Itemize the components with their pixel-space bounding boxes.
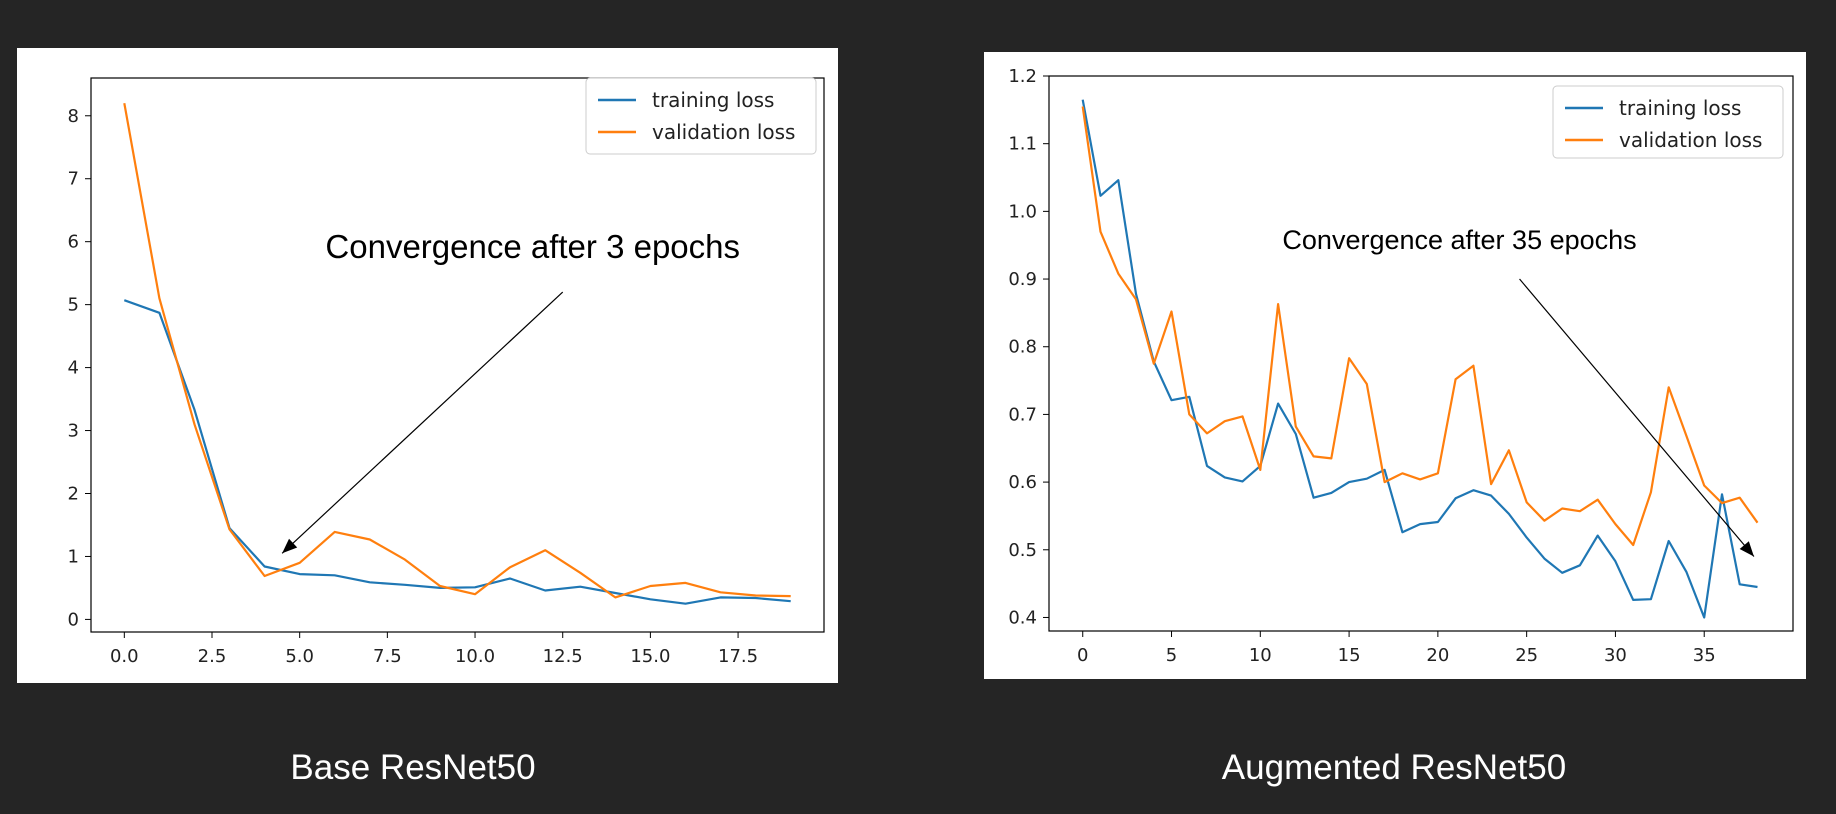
training-loss-line [123, 299, 791, 605]
annotation-text: Convergence after 3 epochs [325, 228, 740, 265]
y-tick-label: 0.9 [1008, 269, 1037, 290]
axes-frame [1048, 75, 1794, 632]
validation-loss-line [123, 103, 791, 599]
annotation-text: Convergence after 35 epochs [1282, 225, 1636, 255]
x-tick-label: 2.5 [198, 646, 227, 667]
y-tick-label: 0.4 [1008, 607, 1037, 628]
legend-box [1552, 85, 1784, 159]
base-resnet50-chart: 0.0 2.5 5.0 7.5 10.0 12.5 15.0 17.5 0 1 2 3 4 5 6 7 8 tra… [68, 77, 825, 667]
augmented-chart-panel: 0 5 10 15 20 25 30 35 0.4 0.5 0.6 0.7 0.8 0.9 1.0 1.1 1.… [984, 52, 1806, 679]
axes-frame [90, 77, 825, 633]
y-tick-label: 5 [68, 295, 79, 316]
x-tick-label: 5 [1166, 645, 1177, 666]
x-tick-label: 17.5 [718, 646, 758, 667]
legend-training-label: training loss [1619, 96, 1741, 120]
legend-box [585, 77, 817, 155]
y-tick-label: 0.5 [1008, 540, 1037, 561]
y-tick-label: 2 [68, 484, 79, 505]
x-tick-label: 10 [1249, 645, 1272, 666]
legend-training-label: training loss [652, 88, 774, 112]
x-tick-label: 15.0 [630, 646, 670, 667]
x-tick-label: 7.5 [373, 646, 402, 667]
x-tick-label: 0 [1077, 645, 1088, 666]
validation-loss-line [1081, 106, 1759, 547]
x-tick-label: 20 [1426, 645, 1449, 666]
x-tick-label: 5.0 [285, 646, 314, 667]
y-tick-label: 1.0 [1008, 201, 1037, 222]
x-tick-label: 35 [1693, 645, 1716, 666]
legend-validation-label: validation loss [1619, 128, 1762, 152]
x-tick-label: 0.0 [110, 646, 139, 667]
annotation-arrow-line [1519, 278, 1755, 557]
training-loss-line [1081, 99, 1758, 619]
y-tick-label: 0 [68, 609, 79, 630]
x-tick-label: 10.0 [455, 646, 495, 667]
x-tick-label: 25 [1515, 645, 1538, 666]
y-tick-label: 0.6 [1008, 472, 1037, 493]
annotation-arrowhead [282, 538, 298, 554]
x-tick-label: 12.5 [543, 646, 583, 667]
y-tick-label: 4 [68, 358, 79, 379]
y-tick-label: 1.2 [1008, 66, 1037, 87]
annotation-arrowhead [1739, 541, 1754, 557]
y-tick-label: 1 [68, 546, 79, 567]
augmented-resnet50-chart: 0 5 10 15 20 25 30 35 0.4 0.5 0.6 0.7 0.8 0.9 1.0 1.1 1.… [1008, 66, 1794, 666]
y-tick-label: 1.1 [1008, 134, 1037, 155]
y-tick-label: 6 [68, 232, 79, 253]
y-tick-label: 0.7 [1008, 404, 1037, 425]
y-tick-label: 8 [68, 106, 79, 127]
x-tick-label: 30 [1604, 645, 1627, 666]
y-tick-label: 3 [68, 421, 79, 442]
augmented-resnet50-caption: Augmented ResNet50 [1221, 748, 1567, 787]
legend-validation-label: validation loss [652, 120, 795, 144]
base-chart-panel: 0.0 2.5 5.0 7.5 10.0 12.5 15.0 17.5 0 1 2 3 4 5 6 7 8 tra… [17, 48, 838, 683]
x-tick-label: 15 [1338, 645, 1361, 666]
y-tick-label: 7 [68, 169, 79, 190]
annotation-arrow-line [281, 291, 564, 554]
base-resnet50-caption: Base ResNet50 [290, 748, 536, 787]
y-tick-label: 0.8 [1008, 337, 1037, 358]
